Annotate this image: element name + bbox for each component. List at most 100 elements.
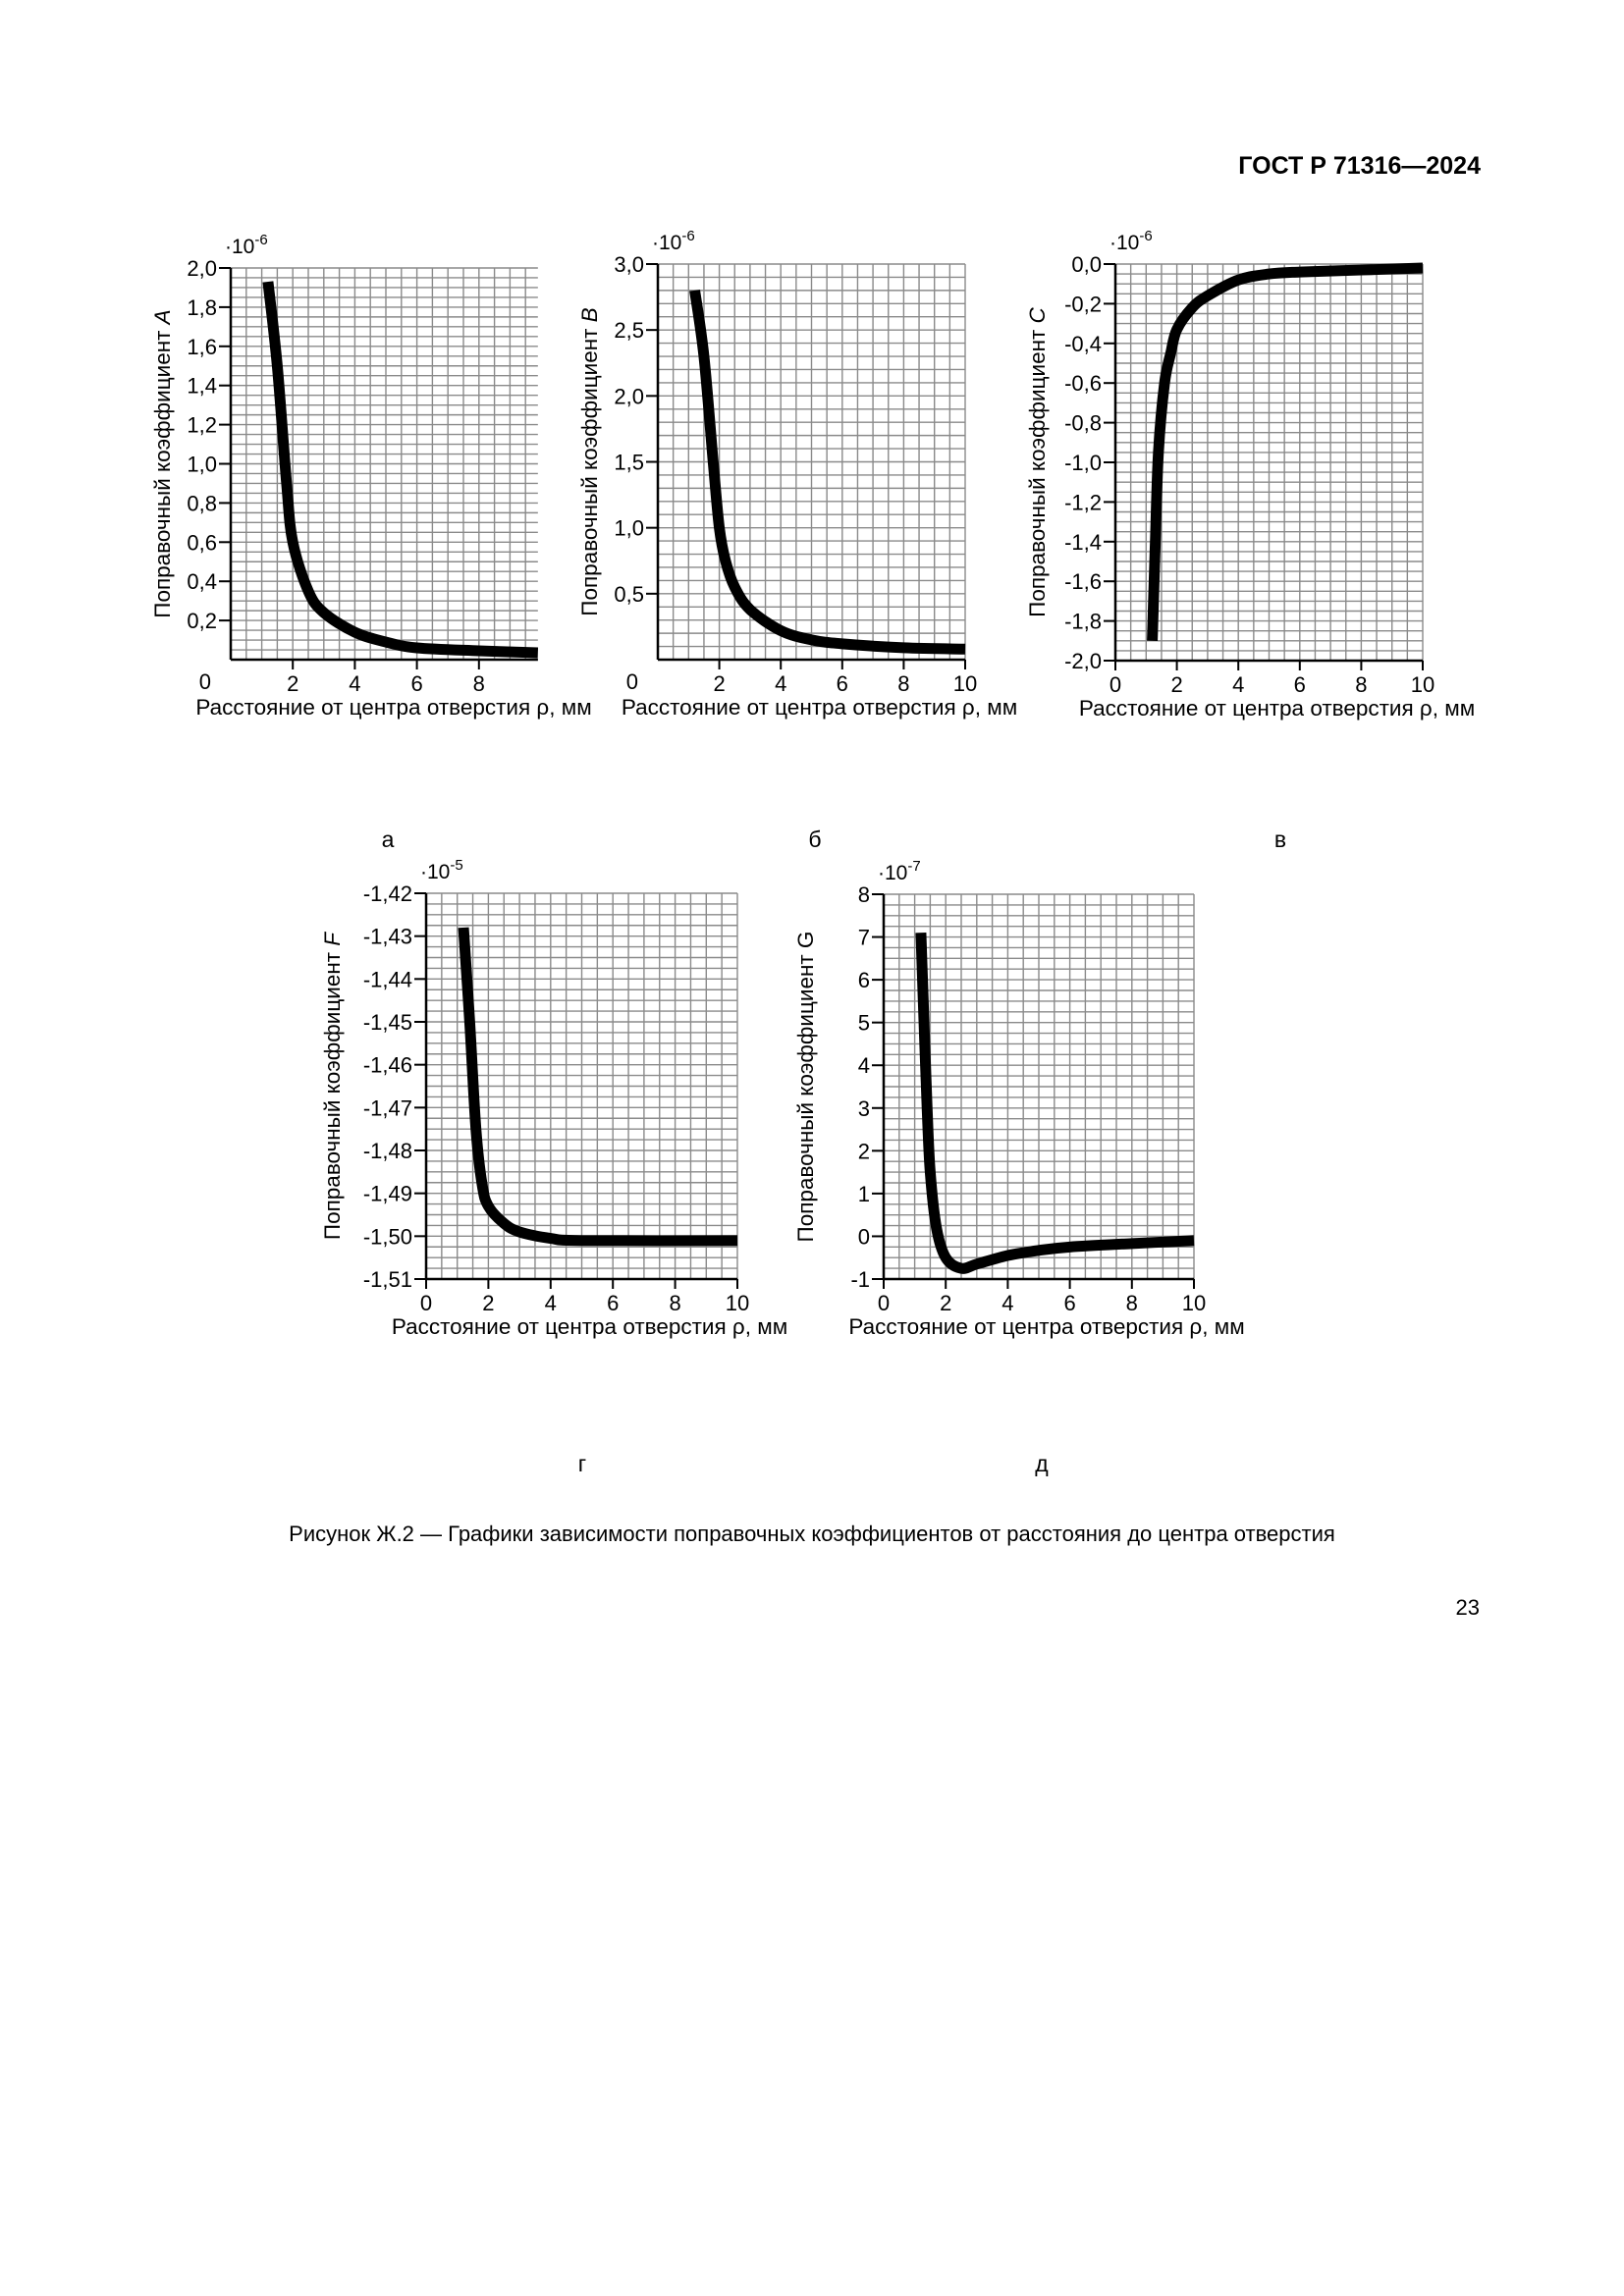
multiplier-exponent: -7 [907,858,920,875]
y-tick-label: 0,5 [614,582,644,607]
x-tick-label: 6 [410,671,422,696]
y-axis-label: Поправочный коэффициент B [577,307,602,615]
x-tick-label: 4 [1001,1291,1013,1315]
x-tick-label: 4 [1232,672,1244,697]
x-tick-label: 10 [726,1291,749,1315]
y-tick-label: -0,2 [1064,292,1102,316]
x-tick-label: 10 [953,671,977,696]
y-axis-label: Поправочный коэффициент G [793,932,818,1243]
x-axis-label: Расстояние от центра отверстия ρ, мм [392,1314,787,1339]
axis-multiplier: ·10-6 [1110,228,1153,254]
y-tick-label: -1,42 [363,881,412,906]
y-tick-label: 2 [858,1139,870,1163]
axis-multiplier: ·10-7 [878,858,921,884]
y-tick-label: -0,8 [1064,411,1102,436]
y-tick-label: 0 [858,1224,870,1249]
y-tick-label: -1,50 [363,1224,412,1249]
y-tick-label: 4 [858,1053,870,1078]
y-tick-label: 1 [858,1182,870,1206]
y-tick-label: 5 [858,1011,870,1036]
x-tick-label: 2 [713,671,725,696]
multiplier-exponent: -6 [681,228,694,244]
y-tick-label: 1,6 [187,335,217,359]
y-tick-label: 0,0 [1071,252,1102,277]
x-tick-label: 8 [473,671,485,696]
y-tick-label: -1,0 [1064,451,1102,475]
y-tick-label: -1,6 [1064,569,1102,594]
page-number: 23 [1455,1595,1480,1620]
panel-label-b: б [808,827,822,852]
coefficient-symbol: B [577,307,602,322]
coefficient-symbol: G [793,932,818,949]
data-curve [262,281,539,659]
y-tick-label: 1,5 [614,451,644,475]
y-tick-label: 3 [858,1096,870,1121]
coefficient-symbol: F [320,932,345,946]
multiplier-exponent: -6 [1139,228,1152,244]
y-tick-label: 0 [626,669,638,694]
x-tick-label: 0 [878,1291,890,1315]
coefficient-symbol: A [150,309,175,326]
x-tick-label: 0 [420,1291,432,1315]
x-tick-label: 4 [349,671,360,696]
y-tick-label: -1,48 [363,1139,412,1163]
x-tick-label: 8 [669,1291,680,1315]
data-curve [915,933,1195,1274]
x-tick-label: 4 [775,671,786,696]
x-tick-label: 2 [940,1291,951,1315]
chart-2: 0,0 -0,2 -0,4 -0,6 -0,8 -1,0 -1,2 -1,4 -1,6 -1,8 -… [1025,228,1475,721]
y-tick-label: -1,44 [363,967,412,991]
panel-label-g: г [577,1451,587,1476]
x-tick-label: 0 [1110,672,1121,697]
y-tick-label: -1,8 [1064,610,1102,634]
panel-label-a: а [381,827,395,852]
x-axis-label: Расстояние от центра отверстия ρ, мм [195,695,591,720]
multiplier-exponent: -6 [254,232,267,248]
y-tick-label: 2,0 [187,256,217,281]
y-tick-label: -1 [850,1267,870,1292]
x-tick-label: 10 [1182,1291,1206,1315]
y-tick-label: 0,2 [187,609,217,633]
x-tick-label: 8 [897,671,909,696]
axis-multiplier: ·10-6 [652,228,695,254]
multiplier-exponent: -5 [450,857,462,874]
data-curve [458,927,738,1247]
y-tick-label: 1,0 [187,453,217,477]
y-axis-label: Поправочный коэффициент C [1025,306,1050,616]
chart-0: 0 0,2 0,4 0,6 0,8 1,0 1,2 1,4 1,6 1,8 2,0 2 4 6 8 ·10-6… [150,232,592,720]
y-tick-label: 0,8 [187,491,217,515]
x-tick-label: 2 [287,671,298,696]
x-tick-label: 4 [545,1291,557,1315]
y-tick-label: 2,5 [614,318,644,343]
y-tick-label: 6 [858,968,870,992]
x-axis-label: Расстояние от центра отверстия ρ, мм [1079,696,1475,721]
chart-3: -1,42 -1,43 -1,44 -1,45 -1,46 -1,47 -1,48 -1,49… [320,857,787,1339]
x-tick-label: 2 [482,1291,494,1315]
y-tick-label: -1,47 [363,1095,412,1120]
document-id: ГОСТ Р 71316—2024 [1238,152,1481,180]
panel-label-d: д [1035,1451,1049,1476]
y-tick-label: 0 [199,669,211,694]
x-tick-label: 6 [1294,672,1306,697]
y-tick-label: -1,4 [1064,530,1102,555]
y-axis-label: Поправочный коэффициент A [150,309,175,617]
data-curve [689,290,966,655]
y-tick-label: 1,4 [187,374,217,399]
y-tick-label: 1,2 [187,413,217,438]
data-curve [1147,262,1424,641]
y-tick-label: 2,0 [614,384,644,408]
figure-caption: Рисунок Ж.2 — Графики зависимости поправ… [289,1522,1335,1546]
axis-multiplier: ·10-6 [225,232,268,258]
y-tick-label: 3,0 [614,252,644,277]
y-tick-label: 7 [858,926,870,950]
y-tick-label: 1,8 [187,295,217,320]
x-axis-label: Расстояние от центра отверстия ρ, мм [848,1314,1244,1339]
x-tick-label: 6 [837,671,848,696]
y-tick-label: 1,0 [614,516,644,541]
x-tick-label: 6 [1063,1291,1075,1315]
coefficient-symbol: C [1025,306,1050,323]
x-axis-label: Расстояние от центра отверстия ρ, мм [622,695,1017,720]
chart-1: 0 0,5 1,0 1,5 2,0 2,5 3,0 2 4 6 8 10 ·10-6 Расстояние… [577,228,1017,720]
y-tick-label: -1,2 [1064,490,1102,514]
